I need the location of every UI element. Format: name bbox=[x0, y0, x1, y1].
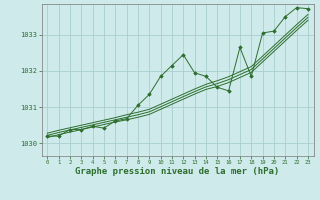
X-axis label: Graphe pression niveau de la mer (hPa): Graphe pression niveau de la mer (hPa) bbox=[76, 167, 280, 176]
